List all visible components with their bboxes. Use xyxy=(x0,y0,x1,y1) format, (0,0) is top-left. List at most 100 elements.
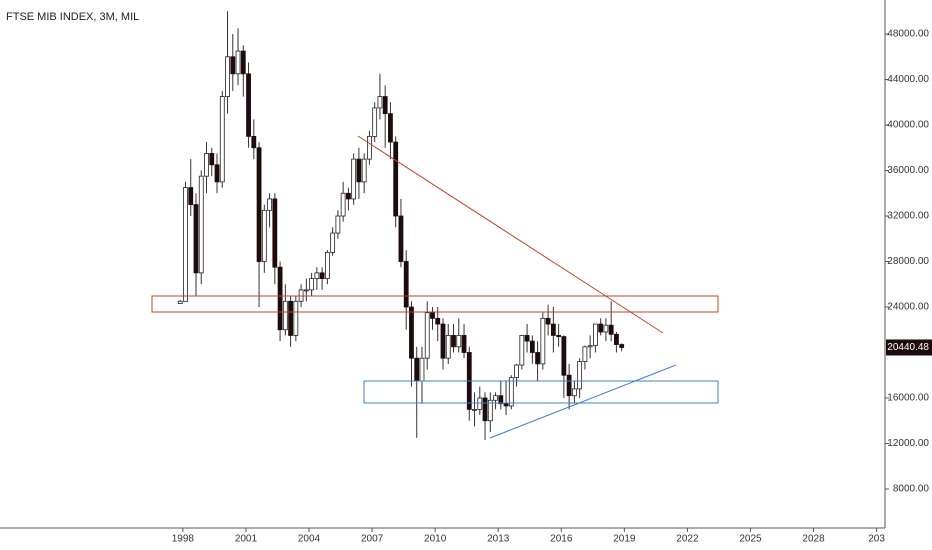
candle-body xyxy=(240,50,246,75)
candle-body xyxy=(393,141,399,217)
candle-body xyxy=(503,403,509,407)
last-price-box xyxy=(886,339,932,356)
candle-body xyxy=(367,135,372,160)
last-price-label: 20440.48 xyxy=(887,342,929,353)
x-tick-label: 2010 xyxy=(424,534,447,545)
candle-body xyxy=(256,147,262,262)
x-tick-label: 2025 xyxy=(739,534,762,545)
candle-body xyxy=(377,96,383,109)
support-zone xyxy=(363,380,719,404)
candle-body xyxy=(587,345,593,348)
y-tick-label: 40000.00 xyxy=(887,120,929,131)
candle-body xyxy=(566,374,572,397)
x-tick-label: 2028 xyxy=(802,534,825,545)
candle-body xyxy=(487,399,493,422)
candle-body xyxy=(361,158,367,183)
y-tick-label: 32000.00 xyxy=(887,211,929,222)
candle-body xyxy=(293,300,299,336)
candle-body xyxy=(508,377,514,407)
candle-body xyxy=(282,300,288,331)
candle-body xyxy=(445,335,451,359)
x-tick-label: 2013 xyxy=(487,534,510,545)
candle-body xyxy=(177,300,183,304)
candle-body xyxy=(261,209,267,262)
candle-body xyxy=(414,357,420,382)
candle-body xyxy=(319,272,325,279)
x-tick-label: 2007 xyxy=(361,534,384,545)
x-tick-label: 2016 xyxy=(550,534,573,545)
resistance-trendline xyxy=(357,135,664,334)
candle-body xyxy=(603,324,609,333)
candle-body xyxy=(314,272,320,279)
candle-body xyxy=(335,215,341,234)
candle-body xyxy=(477,397,483,410)
candle-body xyxy=(198,175,204,274)
candle-body xyxy=(472,408,477,411)
y-tick-label: 44000.00 xyxy=(887,74,929,85)
candle-body xyxy=(409,306,414,359)
candle-body xyxy=(524,335,530,342)
candle-body xyxy=(372,107,378,137)
candle-body xyxy=(545,317,551,325)
y-tick-label: 12000.00 xyxy=(887,438,929,449)
candle-body xyxy=(251,135,257,149)
candle-body xyxy=(550,323,556,336)
candle-body xyxy=(246,73,251,137)
y-tick-label: 8000.00 xyxy=(893,484,930,495)
candle-body xyxy=(209,153,215,166)
candle-body xyxy=(482,397,488,422)
x-tick-label: 2022 xyxy=(676,534,699,545)
candle-body xyxy=(204,153,209,177)
candle-body xyxy=(498,395,504,405)
candle-body xyxy=(267,198,272,211)
candle-body xyxy=(382,96,388,115)
candle-body xyxy=(277,266,283,331)
candle-body xyxy=(435,317,441,325)
candle-body xyxy=(430,312,435,319)
candle-body xyxy=(608,324,614,335)
candle-body xyxy=(619,344,625,348)
candle-body xyxy=(529,340,535,353)
x-tick-label: 2019 xyxy=(613,534,636,545)
candle-body xyxy=(388,113,393,143)
candle-body xyxy=(571,388,577,397)
candle-body xyxy=(214,164,220,183)
candle-body xyxy=(424,312,430,359)
candle-body xyxy=(230,56,236,75)
candle-body xyxy=(340,192,346,217)
candle-body xyxy=(598,323,604,333)
chart-title: FTSE MIB INDEX, 3M, MIL xyxy=(6,11,139,23)
y-tick-label: 48000.00 xyxy=(887,29,929,40)
candle-body xyxy=(403,261,409,308)
candle-body xyxy=(456,335,462,348)
candle-body xyxy=(346,192,351,200)
candle-body xyxy=(324,251,330,279)
candle-body xyxy=(330,232,336,253)
candle-body xyxy=(461,335,467,353)
x-tick-label: 203 xyxy=(868,534,885,545)
candle-body xyxy=(593,323,598,347)
candle-body xyxy=(556,335,562,337)
candle-body xyxy=(398,215,404,262)
candle-body xyxy=(272,198,278,268)
candle-body xyxy=(561,336,567,376)
candle-body xyxy=(577,361,583,390)
candle-body xyxy=(288,300,293,336)
candle-body xyxy=(183,187,188,302)
candle-body xyxy=(535,352,540,365)
candle-body xyxy=(493,395,498,401)
x-tick-label: 2004 xyxy=(298,534,321,545)
candle-body xyxy=(193,204,199,274)
candle-body xyxy=(303,289,309,292)
candle-body xyxy=(582,346,588,362)
x-tick-label: 2001 xyxy=(235,534,258,545)
candle-body xyxy=(451,335,456,348)
candles xyxy=(177,11,625,441)
x-tick-label: 1998 xyxy=(172,534,195,545)
candle-body xyxy=(219,96,225,183)
candle-body xyxy=(235,50,241,75)
candle-body xyxy=(225,56,230,97)
